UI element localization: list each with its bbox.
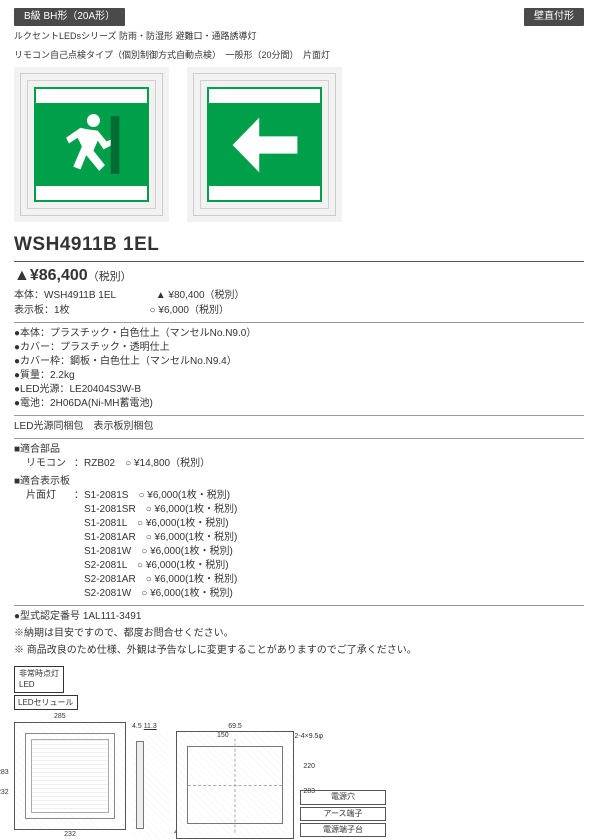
- diagram-front: 283 232: [14, 722, 126, 830]
- divider-4: [14, 605, 584, 606]
- subtitle-1: ルクセントLEDsシリーズ 防雨・防湿形 避難口・通路誘導灯: [14, 30, 584, 43]
- diagram-side: 4: [132, 731, 170, 839]
- tax-note: （税別）: [88, 271, 132, 283]
- sign-exit: [14, 67, 169, 222]
- tag-right: 壁直付形: [524, 8, 584, 26]
- spec-panel: 表示板：1枚 ○ ¥6,000（税別）: [14, 304, 584, 318]
- panel-head: 片面灯: [26, 489, 74, 601]
- divider-2: [14, 415, 584, 416]
- diagram-legend: 電源穴 アース端子 電源端子台: [300, 790, 386, 839]
- spec-body: 本体：WSH4911B 1EL ▲ ¥80,400（税別）: [14, 289, 584, 303]
- spec-bullets: 本体：プラスチック・白色仕上（マンセルNo.N9.0） カバー：プラスチック・透…: [14, 327, 584, 411]
- price: ▲¥86,400: [14, 267, 88, 284]
- divider-1: [14, 322, 584, 323]
- note-1: 納期は目安ですので、都度お問合せください。: [14, 627, 584, 641]
- subtitle-2: リモコン自己点検タイプ（個別制御方式自動点検） 一般形（20分間） 片面灯: [14, 49, 584, 62]
- led-note: LED光源同梱包 表示板別梱包: [14, 420, 584, 434]
- note-2: 商品改良のため仕様、外観は予告なしに変更することがありますのでご了承ください。: [14, 644, 584, 658]
- tag-left: B級 BH形（20A形）: [14, 8, 125, 26]
- remote-label: リモコン: [26, 457, 74, 471]
- divider-3: [14, 438, 584, 439]
- diagram-mount: 150 220 283 2-4×9.5φ: [176, 731, 294, 839]
- model-number: WSH4911B 1EL: [14, 232, 584, 262]
- dim-285: 285: [54, 712, 126, 722]
- led-cell-label: LEDセリュール: [14, 695, 78, 710]
- diagram-tag: 非常時点灯 LED: [14, 666, 64, 692]
- dim-232: 232: [14, 830, 126, 839]
- compat-parts-label: 適合部品: [14, 443, 584, 457]
- sign-arrow: [187, 67, 342, 222]
- remote-item: ：RZB02 ○ ¥14,800（税別）: [74, 457, 210, 471]
- compat-panel-label: 適合表示板: [14, 475, 584, 489]
- cert-number: 型式認定番号 1AL111-3491: [14, 610, 584, 624]
- panel-items: ：S1-2081S ○ ¥6,000(1枚・税別) S1-2081SR ○ ¥6…: [74, 489, 237, 601]
